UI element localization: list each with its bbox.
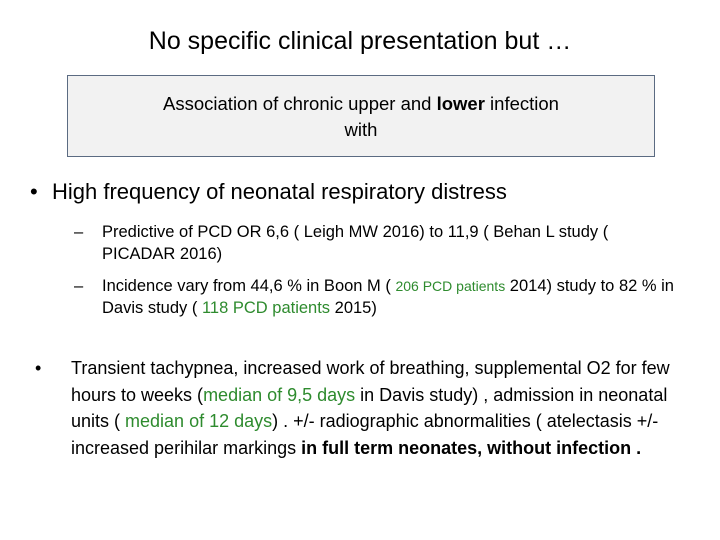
text-segment: Incidence vary from 44,6 % in Boon M ( <box>102 277 396 295</box>
text-segment: Transient tachypnea, increased work of b… <box>71 358 670 405</box>
bullet-text: Transient tachypnea, increased work of b… <box>71 355 675 461</box>
text-segment: 2014) study to 82 % in Davis study ( <box>102 277 674 317</box>
sub-bullet-predictive: – Predictive of PCD OR 6,6 ( Leigh MW 20… <box>74 221 674 265</box>
sub-bullet-incidence: – Incidence vary from 44,6 % in Boon M (… <box>74 275 674 319</box>
bullet-transient-tachypnea: • Transient tachypnea, increased work of… <box>35 355 675 461</box>
highlight-green: 118 PCD patients <box>201 299 331 317</box>
highlight-green: median of 9,5 days <box>203 384 356 405</box>
sub-bullet-text: Incidence vary from 44,6 % in Boon M ( 2… <box>102 275 674 319</box>
highlight-green: 206 PCD patients <box>395 278 506 294</box>
callout-text: infection <box>484 93 559 114</box>
text-segment: ) . +/- radiographic abnormalities ( ate… <box>71 411 659 458</box>
callout-box: Association of chronic upper and lower i… <box>67 75 655 157</box>
bullet-text: High frequency of neonatal respiratory d… <box>52 179 507 204</box>
bullet-marker: • <box>30 179 38 204</box>
callout-bold-word: lower <box>436 93 485 114</box>
dash-marker: – <box>74 223 84 241</box>
callout-line-1: Association of chronic upper and lower i… <box>68 91 654 117</box>
bold-emphasis: in full term neonates, without infection… <box>301 437 642 458</box>
bullet-neonatal-distress: • High frequency of neonatal respiratory … <box>30 176 507 208</box>
sub-bullet-text: Predictive of PCD OR 6,6 ( Leigh MW 2016… <box>102 223 609 263</box>
slide-title: No specific clinical presentation but … <box>148 27 572 55</box>
bullet-marker: • <box>35 358 42 378</box>
text-segment: in Davis study) , admission in neonatal … <box>71 384 668 432</box>
callout-text: Association of chronic upper and <box>163 93 437 114</box>
callout-line-2: with <box>344 119 378 140</box>
dash-marker: – <box>74 277 84 295</box>
text-segment: 2015) <box>330 299 377 317</box>
highlight-green: median of 12 days <box>125 411 273 431</box>
